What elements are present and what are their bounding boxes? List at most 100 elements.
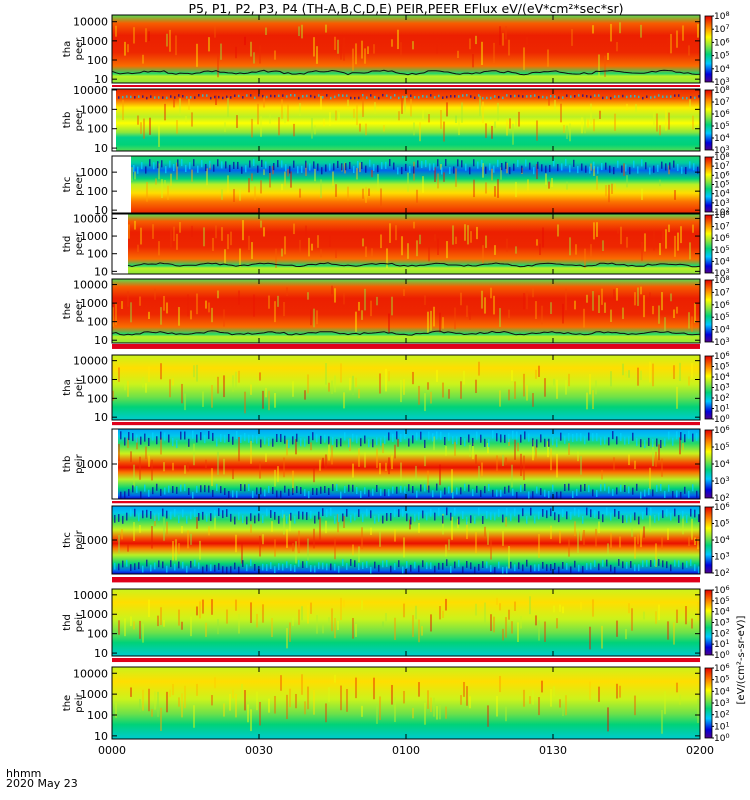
colorbar-tick-label: 105 [714, 120, 730, 132]
colorbar-tick-label: 104 [714, 458, 730, 470]
y-tick-label: 10 [94, 730, 108, 743]
fill-band [112, 343, 700, 354]
colorbar-tick-label: 108 [714, 274, 730, 286]
panel-species-label: peir [74, 692, 85, 712]
colorbar-tick-label: 104 [714, 132, 730, 144]
spectrogram-fill [116, 89, 700, 151]
colorbar-tick-label: 101 [714, 720, 730, 732]
y-tick-label: 100 [87, 709, 108, 722]
spectrogram-fill [112, 667, 700, 739]
panel-probe-label: thb [62, 456, 73, 473]
panel-thc-peer: 10 100 1000 thc peer [62, 155, 701, 217]
y-tick-label: 1000 [80, 373, 108, 386]
y-tick-label: 100 [87, 54, 108, 67]
colorbar-tick-label: 103 [714, 336, 730, 348]
date-label: 2020 May 23 [6, 777, 78, 790]
colorbar-tick-label: 105 [714, 674, 730, 686]
colorbar-tick-label: 107 [714, 23, 730, 35]
panel-tha-peer: 10 100 1000 10000 tha peer [62, 14, 701, 86]
panel-species-label: peir [74, 612, 85, 632]
panel-probe-label: thd [62, 236, 73, 253]
y-tick-label: 10 [94, 647, 108, 660]
y-tick-label: 10 [94, 73, 108, 86]
y-tick-label: 1000 [80, 534, 108, 547]
spectrogram-fill [112, 589, 700, 656]
colorbar-tick-label: 107 [714, 286, 730, 298]
y-tick-label: 1000 [80, 103, 108, 116]
colorbar-tick-label: 107 [714, 221, 730, 233]
colorbar-tick-label: 106 [714, 501, 730, 513]
fill-band [112, 500, 700, 505]
colorbar-tick-label: 105 [714, 441, 730, 453]
panel-probe-label: the [62, 303, 73, 319]
panel-probe-label: tha [62, 379, 73, 395]
y-tick-label: 10 [94, 265, 108, 278]
colorbar-units-label: [eV/(cm²-s-sr-eV)] [736, 615, 747, 704]
x-tick-label: 0130 [539, 744, 567, 757]
panel-species-label: peer [74, 232, 85, 256]
spectrogram-fill [112, 355, 700, 420]
y-tick-label: 10 [94, 142, 108, 155]
colorbar-tick-label: 106 [714, 108, 730, 120]
y-tick-label: 10000 [73, 667, 108, 680]
colorbar-tick-label: 102 [714, 567, 730, 579]
chart-title: P5, P1, P2, P3, P4 (TH-A,B,C,D,E) PEIR,P… [188, 1, 624, 16]
x-tick-label: 0100 [392, 744, 420, 757]
panel-thd-peir: 10 100 1000 10000 thd peir [62, 588, 701, 660]
panel-probe-label: thc [62, 177, 73, 193]
y-tick-label: 1000 [80, 297, 108, 310]
colorbar-tick-label: 108 [714, 10, 730, 22]
y-tick-label: 1000 [80, 458, 108, 471]
colorbar-tick-label: 103 [714, 551, 730, 563]
panel-probe-label: thb [62, 112, 73, 129]
y-tick-label: 10000 [73, 589, 108, 602]
colorbar-tick-label: 107 [714, 96, 730, 108]
y-tick-label: 10 [94, 411, 108, 424]
colorbar-tick-label: 100 [714, 732, 730, 744]
colorbar-tick-label: 108 [714, 209, 730, 221]
y-tick-label: 100 [87, 248, 108, 261]
panel-species-label: peer [74, 108, 85, 132]
panel-species-label: peir [74, 453, 85, 473]
y-tick-label: 10000 [73, 212, 108, 225]
fill-band [112, 576, 700, 588]
x-tick-label: 0200 [686, 744, 714, 757]
x-tick-label: 0030 [245, 744, 273, 757]
y-tick-label: 1000 [80, 230, 108, 243]
y-tick-label: 1000 [80, 35, 108, 48]
panel-thb-peir: 1000 thb peir [62, 428, 701, 500]
y-tick-label: 10000 [73, 355, 108, 368]
colorbar-tick-label: 103 [714, 697, 730, 709]
y-tick-label: 1000 [80, 688, 108, 701]
colorbar-tick-label: 102 [714, 709, 730, 721]
y-tick-label: 10 [94, 204, 108, 217]
colorbar-tick-label: 104 [714, 685, 730, 697]
fill-band [112, 421, 700, 428]
colorbar-tick-label: 105 [714, 518, 730, 530]
colorbar-tick-label: 106 [714, 299, 730, 311]
colorbar-tick-label: 100 [714, 649, 730, 661]
y-tick-label: 10 [94, 334, 108, 347]
panel-probe-label: tha [62, 41, 73, 57]
colorbar-tick-label: 103 [714, 475, 730, 487]
colorbar-tick-label: 105 [714, 244, 730, 256]
colorbar-tick-label: 106 [714, 232, 730, 244]
colorbar-tick-label: 106 [714, 662, 730, 674]
panel-probe-label: thc [62, 532, 73, 548]
y-tick-label: 1000 [80, 608, 108, 621]
panel-the-peir: 10 100 1000 10000 the peir [62, 666, 701, 743]
y-tick-label: 100 [87, 316, 108, 329]
y-tick-label: 100 [87, 392, 108, 405]
colorbar-tick-label: 106 [714, 36, 730, 48]
y-tick-label: 100 [87, 123, 108, 136]
